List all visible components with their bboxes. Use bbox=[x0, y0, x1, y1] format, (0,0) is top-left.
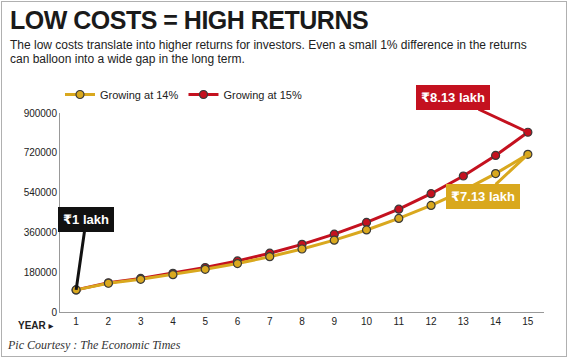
svg-text:180000: 180000 bbox=[24, 267, 58, 278]
svg-text:9: 9 bbox=[331, 316, 337, 327]
html-text:LOW COSTS = HIGH RETURNS: LOW COSTS = HIGH RETURNS bbox=[10, 6, 369, 34]
svg-text:5: 5 bbox=[202, 316, 208, 327]
svg-text:7: 7 bbox=[267, 316, 273, 327]
svg-text:15: 15 bbox=[522, 316, 534, 327]
svg-text:4: 4 bbox=[170, 316, 176, 327]
svg-text:₹1 lakh: ₹1 lakh bbox=[63, 212, 109, 227]
svg-text:Growing at 15%: Growing at 15% bbox=[223, 89, 301, 101]
svg-text:Growing at 14%: Growing at 14% bbox=[100, 89, 178, 101]
svg-text:2: 2 bbox=[106, 316, 112, 327]
svg-text:720000: 720000 bbox=[24, 147, 58, 158]
svg-text:13: 13 bbox=[458, 316, 470, 327]
svg-text:₹8.13 lakh: ₹8.13 lakh bbox=[421, 90, 485, 105]
svg-text:YEAR ▸: YEAR ▸ bbox=[18, 320, 54, 331]
html-text:The low costs translate into h: The low costs translate into higher retu… bbox=[10, 38, 527, 66]
svg-text:1: 1 bbox=[73, 316, 79, 327]
svg-text:10: 10 bbox=[361, 316, 373, 327]
svg-text:12: 12 bbox=[426, 316, 438, 327]
svg-text:14: 14 bbox=[490, 316, 502, 327]
svg-text:₹7.13 lakh: ₹7.13 lakh bbox=[451, 189, 515, 204]
svg-text:8: 8 bbox=[299, 316, 305, 327]
svg-text:360000: 360000 bbox=[24, 227, 58, 238]
svg-text:0: 0 bbox=[51, 307, 57, 318]
html-text:Pic Courtesy : The Economic Ti: Pic Courtesy : The Economic Times bbox=[8, 338, 181, 352]
svg-text:6: 6 bbox=[235, 316, 241, 327]
svg-text:11: 11 bbox=[394, 316, 405, 327]
svg-text:900000: 900000 bbox=[24, 108, 58, 119]
svg-text:3: 3 bbox=[138, 316, 144, 327]
svg-text:540000: 540000 bbox=[24, 187, 58, 198]
